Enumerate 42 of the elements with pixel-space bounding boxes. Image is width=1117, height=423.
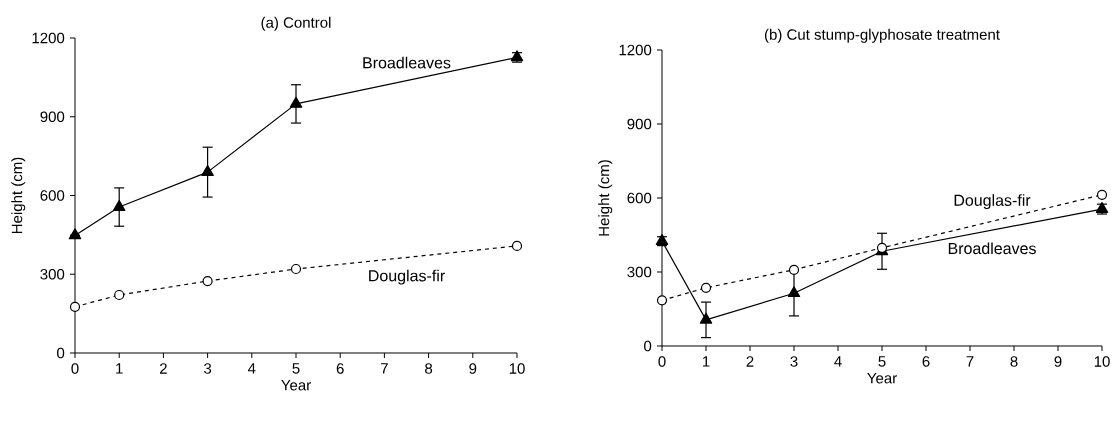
x-tick-label: 10 xyxy=(1094,356,1110,367)
x-tick-label: 9 xyxy=(469,363,477,374)
x-tick-label: 5 xyxy=(292,363,300,374)
x-tick-label: 10 xyxy=(509,363,525,374)
x-tick-label: 8 xyxy=(1010,356,1018,367)
y-tick-label: 300 xyxy=(627,266,652,278)
x-tick-label: 6 xyxy=(922,356,930,367)
y-axis-title: Height (cm) xyxy=(598,160,613,236)
y-tick-label: 300 xyxy=(40,268,65,280)
y-axis-title: Height (cm) xyxy=(11,157,26,234)
x-tick-label: 7 xyxy=(381,363,388,374)
y-tick-label: 0 xyxy=(644,340,652,352)
y-tick-label: 600 xyxy=(627,192,652,204)
series-label: Broadleaves xyxy=(363,56,451,69)
y-tick-label: 1200 xyxy=(32,32,65,44)
x-tick-label: 3 xyxy=(790,356,798,367)
y-tick-label: 900 xyxy=(40,111,65,123)
x-tick-label: 4 xyxy=(834,356,842,367)
y-tick-label: 1200 xyxy=(619,44,652,56)
x-tick-label: 1 xyxy=(116,363,123,374)
x-tick-label: 5 xyxy=(878,356,886,367)
series-label: Douglas-fir xyxy=(369,269,445,285)
x-tick-label: 6 xyxy=(336,363,344,374)
y-tick-label: 0 xyxy=(57,347,65,359)
y-tick-label: 600 xyxy=(40,190,65,201)
series-label: Douglas-fir xyxy=(954,194,1031,210)
x-tick-label: 1 xyxy=(702,356,710,367)
x-axis-title: Year xyxy=(281,380,311,391)
series-label: Broadleaves xyxy=(948,242,1036,255)
x-tick-label: 8 xyxy=(425,363,433,374)
x-tick-label: 9 xyxy=(1054,356,1062,367)
x-tick-label: 7 xyxy=(966,356,974,367)
x-tick-label: 0 xyxy=(71,363,79,374)
x-tick-label: 3 xyxy=(204,363,212,374)
x-tick-label: 2 xyxy=(159,363,167,374)
x-axis-title: Year xyxy=(867,373,897,384)
y-tick-label: 900 xyxy=(627,118,652,130)
chart-title: (b) Cut stump-glyphosate treatment xyxy=(764,28,1000,43)
x-tick-label: 2 xyxy=(746,356,754,367)
x-tick-label: 4 xyxy=(247,363,256,374)
chart-title: (a) Control xyxy=(261,16,331,31)
x-tick-label: 0 xyxy=(658,356,666,367)
